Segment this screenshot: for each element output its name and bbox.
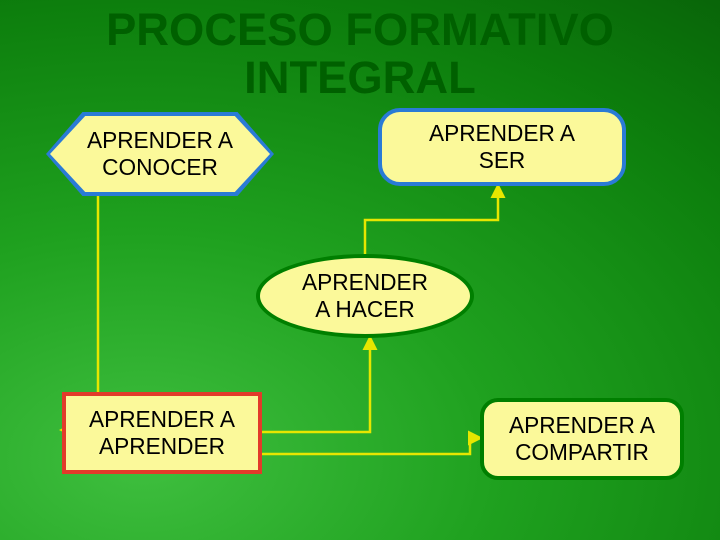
node-hacer: APRENDER A HACER [256,254,474,338]
node-hacer-label: APRENDER A HACER [302,269,428,323]
connector-aprender-to-compartir [262,438,480,454]
node-conocer: APRENDER A CONOCER [50,116,270,192]
node-ser-label: APRENDER A SER [429,120,575,174]
node-ser: APRENDER A SER [378,108,626,186]
diagram-canvas: PROCESO FORMATIVO INTEGRAL APRENDER A CO… [0,0,720,540]
node-aprender-label: APRENDER A APRENDER [89,406,235,460]
connector-hacer-to-ser [365,186,498,254]
node-compartir: APRENDER A COMPARTIR [480,398,684,480]
node-compartir-label: APRENDER A COMPARTIR [509,412,655,466]
connector-aprender-to-hacer [262,338,370,432]
node-aprender: APRENDER A APRENDER [62,392,262,474]
node-conocer-label: APRENDER A CONOCER [87,127,233,181]
